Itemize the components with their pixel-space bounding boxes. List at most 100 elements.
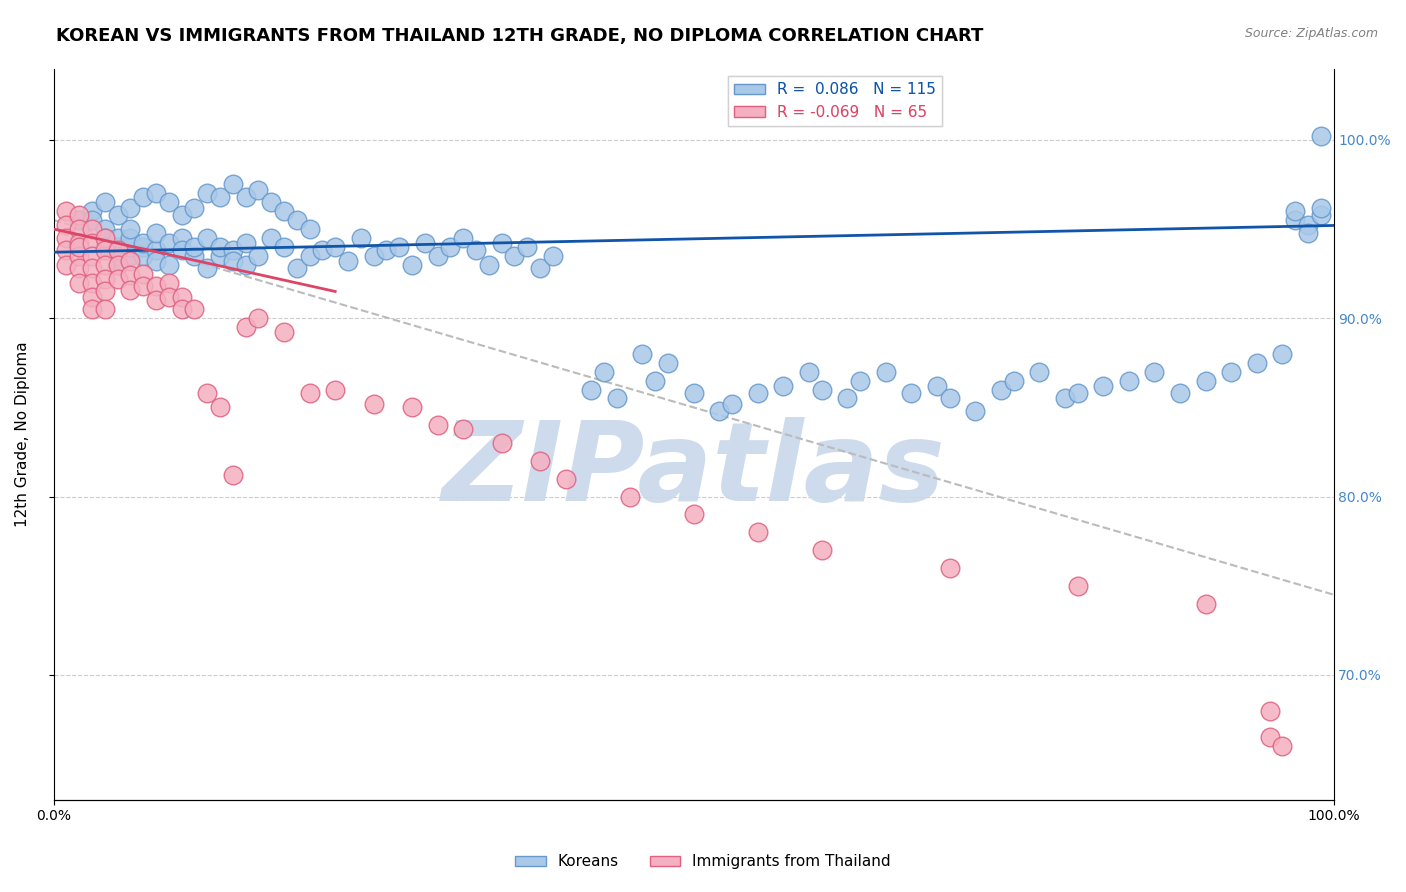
Point xyxy=(132,279,155,293)
Point xyxy=(837,392,859,406)
Point xyxy=(120,283,142,297)
Point xyxy=(94,258,117,272)
Point xyxy=(1118,374,1140,388)
Point xyxy=(401,258,423,272)
Point xyxy=(80,276,103,290)
Point xyxy=(235,236,257,251)
Point xyxy=(657,356,679,370)
Point xyxy=(107,249,129,263)
Point xyxy=(94,302,117,317)
Point xyxy=(900,386,922,401)
Point xyxy=(67,213,90,227)
Point xyxy=(157,290,180,304)
Point xyxy=(80,302,103,317)
Point xyxy=(707,404,730,418)
Point xyxy=(273,326,295,340)
Point xyxy=(183,201,205,215)
Point xyxy=(94,231,117,245)
Point xyxy=(1168,386,1191,401)
Point xyxy=(195,386,218,401)
Point xyxy=(1284,213,1306,227)
Point xyxy=(451,231,474,245)
Point xyxy=(554,472,576,486)
Point xyxy=(747,525,769,540)
Point xyxy=(413,236,436,251)
Point xyxy=(157,276,180,290)
Point xyxy=(426,249,449,263)
Point xyxy=(67,261,90,276)
Point xyxy=(55,219,77,233)
Point xyxy=(363,397,385,411)
Point xyxy=(132,267,155,281)
Point xyxy=(170,208,193,222)
Point xyxy=(80,222,103,236)
Point xyxy=(80,249,103,263)
Point xyxy=(195,186,218,201)
Point xyxy=(1002,374,1025,388)
Point xyxy=(120,231,142,245)
Point xyxy=(350,231,373,245)
Point xyxy=(1194,597,1216,611)
Point xyxy=(1194,374,1216,388)
Point xyxy=(1296,219,1319,233)
Point xyxy=(1066,579,1088,593)
Point xyxy=(541,249,564,263)
Point xyxy=(273,204,295,219)
Point xyxy=(285,213,308,227)
Point xyxy=(195,261,218,276)
Point xyxy=(1028,365,1050,379)
Point xyxy=(170,244,193,258)
Point xyxy=(439,240,461,254)
Point xyxy=(222,178,245,192)
Point xyxy=(298,386,321,401)
Point xyxy=(260,231,283,245)
Point xyxy=(67,240,90,254)
Point xyxy=(55,258,77,272)
Point xyxy=(298,249,321,263)
Point xyxy=(67,276,90,290)
Point xyxy=(247,311,270,326)
Point xyxy=(772,379,794,393)
Point xyxy=(94,272,117,286)
Point xyxy=(631,347,654,361)
Point xyxy=(235,320,257,334)
Point xyxy=(1284,204,1306,219)
Point xyxy=(375,244,398,258)
Point xyxy=(938,561,960,575)
Point xyxy=(747,386,769,401)
Point xyxy=(208,190,231,204)
Point xyxy=(260,195,283,210)
Point xyxy=(875,365,897,379)
Point xyxy=(120,268,142,283)
Y-axis label: 12th Grade, No Diploma: 12th Grade, No Diploma xyxy=(15,342,30,527)
Point xyxy=(644,374,666,388)
Point xyxy=(965,404,987,418)
Point xyxy=(273,240,295,254)
Point xyxy=(195,231,218,245)
Legend: Koreans, Immigrants from Thailand: Koreans, Immigrants from Thailand xyxy=(509,848,897,875)
Point xyxy=(298,222,321,236)
Point xyxy=(107,244,129,258)
Point xyxy=(132,249,155,263)
Point xyxy=(107,272,129,286)
Point xyxy=(810,543,832,558)
Point xyxy=(1220,365,1243,379)
Point xyxy=(579,383,602,397)
Point xyxy=(529,454,551,468)
Point xyxy=(80,261,103,276)
Point xyxy=(145,254,167,268)
Point xyxy=(451,422,474,436)
Point xyxy=(145,226,167,240)
Point xyxy=(797,365,820,379)
Point xyxy=(1258,704,1281,718)
Point xyxy=(337,254,360,268)
Point xyxy=(132,240,155,254)
Point xyxy=(170,290,193,304)
Legend: R =  0.086   N = 115, R = -0.069   N = 65: R = 0.086 N = 115, R = -0.069 N = 65 xyxy=(728,76,942,126)
Point xyxy=(80,290,103,304)
Point xyxy=(145,279,167,293)
Point xyxy=(80,236,103,251)
Point xyxy=(208,401,231,415)
Point xyxy=(80,213,103,227)
Point xyxy=(285,261,308,276)
